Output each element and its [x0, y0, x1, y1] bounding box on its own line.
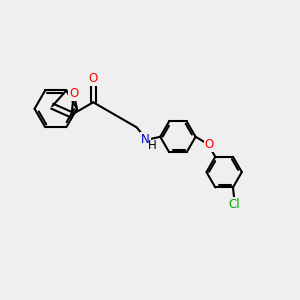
Text: N: N: [141, 133, 150, 146]
Text: O: O: [205, 138, 214, 151]
Text: O: O: [88, 72, 98, 85]
Text: Cl: Cl: [229, 198, 240, 211]
Text: O: O: [69, 87, 78, 100]
Text: H: H: [148, 139, 157, 152]
